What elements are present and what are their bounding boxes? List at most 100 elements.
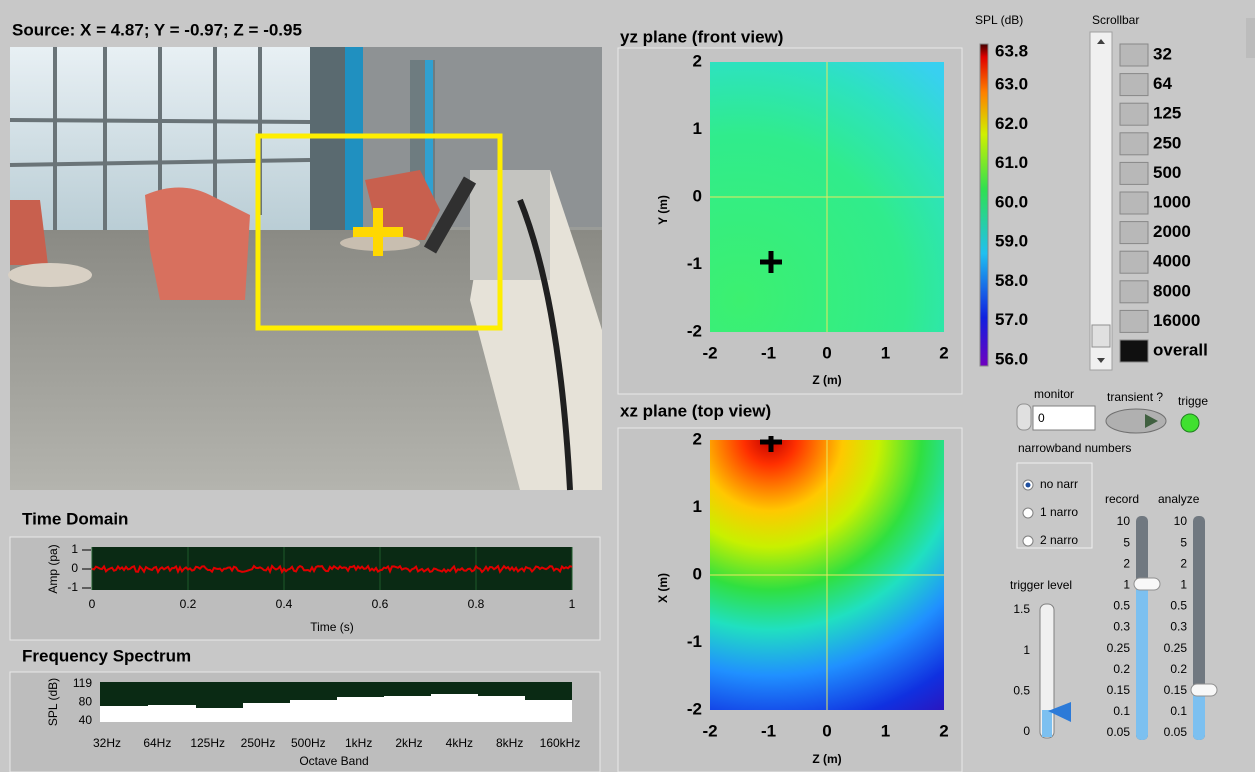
checkbox[interactable]	[1120, 310, 1148, 332]
slider-tick-label: 5	[1123, 535, 1130, 549]
monitor-value: 0	[1038, 411, 1045, 425]
y-axis-label: X (m)	[656, 573, 670, 603]
radio-dot	[1026, 483, 1031, 488]
x-tick-label: 32Hz	[93, 736, 121, 750]
checkbox-label: 64	[1153, 74, 1172, 93]
x-tick-label: 0	[822, 343, 831, 362]
y-tick-label: 0	[693, 564, 702, 583]
x-tick-label: 2kHz	[395, 736, 422, 750]
y-tick-label: 80	[79, 695, 93, 709]
color-tick-label: 59.0	[995, 232, 1028, 251]
x-tick-label: 125Hz	[190, 736, 225, 750]
trigger-fill	[1042, 710, 1052, 737]
x-tick-label: -2	[702, 721, 717, 740]
checkbox[interactable]	[1120, 74, 1148, 96]
y-tick-label: 1	[71, 542, 78, 556]
color-tick-label: 62.0	[995, 114, 1028, 133]
xz-title: xz plane (top view)	[620, 401, 771, 420]
color-tick-label: 61.0	[995, 153, 1028, 172]
checkbox[interactable]	[1120, 192, 1148, 214]
y-tick-label: 0	[71, 561, 78, 575]
checkbox[interactable]	[1120, 340, 1148, 362]
color-tick-label: 63.0	[995, 74, 1028, 93]
trigger-led	[1181, 414, 1199, 432]
scrollbar[interactable]	[1090, 32, 1112, 370]
y-tick-label: 2	[693, 429, 702, 448]
color-tick-label: 57.0	[995, 310, 1028, 329]
radio-button[interactable]	[1023, 536, 1033, 546]
x-tick-label: 1	[881, 721, 890, 740]
slider-tick-label: 0.15	[1107, 683, 1131, 697]
slider-tick-label: 0.3	[1113, 620, 1130, 634]
record-thumb[interactable]	[1134, 578, 1160, 590]
increment-buttons[interactable]	[1017, 404, 1031, 430]
checkbox[interactable]	[1120, 103, 1148, 125]
slider-tick-label: 0.05	[1107, 725, 1131, 739]
radio-label: 2 narro	[1040, 533, 1078, 547]
checkbox[interactable]	[1120, 222, 1148, 244]
slider-tick-label: 1	[1180, 577, 1187, 591]
spectrum-title: Frequency Spectrum	[22, 646, 191, 665]
slider-tick-label: 5	[1180, 535, 1187, 549]
time-domain-title: Time Domain	[22, 509, 128, 528]
analyze-label: analyze	[1158, 492, 1200, 506]
slider-tick-label: 1.5	[1013, 602, 1030, 616]
analyze-thumb[interactable]	[1191, 684, 1217, 696]
x-tick-label: 8kHz	[496, 736, 523, 750]
y-tick-label: 0	[693, 186, 702, 205]
checkbox-label: 16000	[1153, 311, 1200, 330]
x-axis-label: Z (m)	[812, 373, 841, 387]
x-tick-label: 0.4	[276, 597, 293, 611]
y-tick-label: -2	[687, 699, 702, 718]
slider-tick-label: 0.25	[1164, 641, 1188, 655]
radio-label: 1 narro	[1040, 505, 1078, 519]
x-tick-label: 0.6	[372, 597, 389, 611]
y-tick-label: 2	[693, 51, 702, 70]
checkbox[interactable]	[1120, 281, 1148, 303]
color-tick-label: 56.0	[995, 349, 1028, 368]
transient-label: transient ?	[1107, 390, 1163, 404]
radio-label: no narr	[1040, 477, 1078, 491]
checkbox[interactable]	[1120, 162, 1148, 184]
monitor-label: monitor	[1034, 387, 1074, 401]
x-tick-label: 2	[939, 721, 948, 740]
scroll-thumb[interactable]	[1092, 325, 1110, 347]
slider-tick-label: 0.1	[1170, 704, 1187, 718]
labview-panel: Source: X = 4.87; Y = -0.97; Z = -0.95 T…	[0, 0, 1255, 772]
y-axis-label: SPL (dB)	[46, 678, 60, 726]
x-tick-label: 0.2	[180, 597, 197, 611]
y-axis-label: Y (m)	[656, 195, 670, 225]
x-axis-label: Octave Band	[299, 754, 368, 768]
y-tick-label: -2	[687, 321, 702, 340]
checkbox-label: 250	[1153, 133, 1181, 152]
slider-tick-label: 1	[1123, 577, 1130, 591]
slider-tick-label: 10	[1174, 514, 1188, 528]
checkbox[interactable]	[1120, 133, 1148, 155]
y-tick-label: 40	[79, 713, 93, 727]
color-scale-title: SPL (dB)	[975, 13, 1023, 27]
checkbox-label: 500	[1153, 163, 1181, 182]
checkbox[interactable]	[1120, 44, 1148, 66]
y-tick-label: -1	[67, 580, 78, 594]
x-tick-label: 0.8	[468, 597, 485, 611]
slider-tick-label: 0.5	[1170, 599, 1187, 613]
scrollbar-title: Scrollbar	[1092, 13, 1139, 27]
x-axis-label: Z (m)	[812, 752, 841, 766]
y-tick-label: 1	[693, 497, 702, 516]
source-label: Source: X = 4.87; Y = -0.97; Z = -0.95	[12, 20, 302, 39]
radio-options: no narr 1 narro 2 narro	[1023, 477, 1078, 547]
checkbox-label: overall	[1153, 340, 1208, 359]
slider-tick-label: 0.5	[1013, 684, 1030, 698]
x-tick-label: 2	[939, 343, 948, 362]
slider-tick-label: 2	[1180, 556, 1187, 570]
y-tick-label: 119	[73, 676, 92, 690]
radio-button[interactable]	[1023, 508, 1033, 518]
color-bar	[980, 44, 988, 366]
checkbox[interactable]	[1120, 251, 1148, 273]
x-tick-label: 500Hz	[291, 736, 326, 750]
x-tick-label: 64Hz	[143, 736, 171, 750]
slider-tick-label: 0	[1023, 724, 1030, 738]
x-tick-label: 160kHz	[540, 736, 581, 750]
page: Source: X = 4.87; Y = -0.97; Z = -0.95 T…	[0, 0, 1255, 772]
x-tick-label: -1	[761, 343, 776, 362]
